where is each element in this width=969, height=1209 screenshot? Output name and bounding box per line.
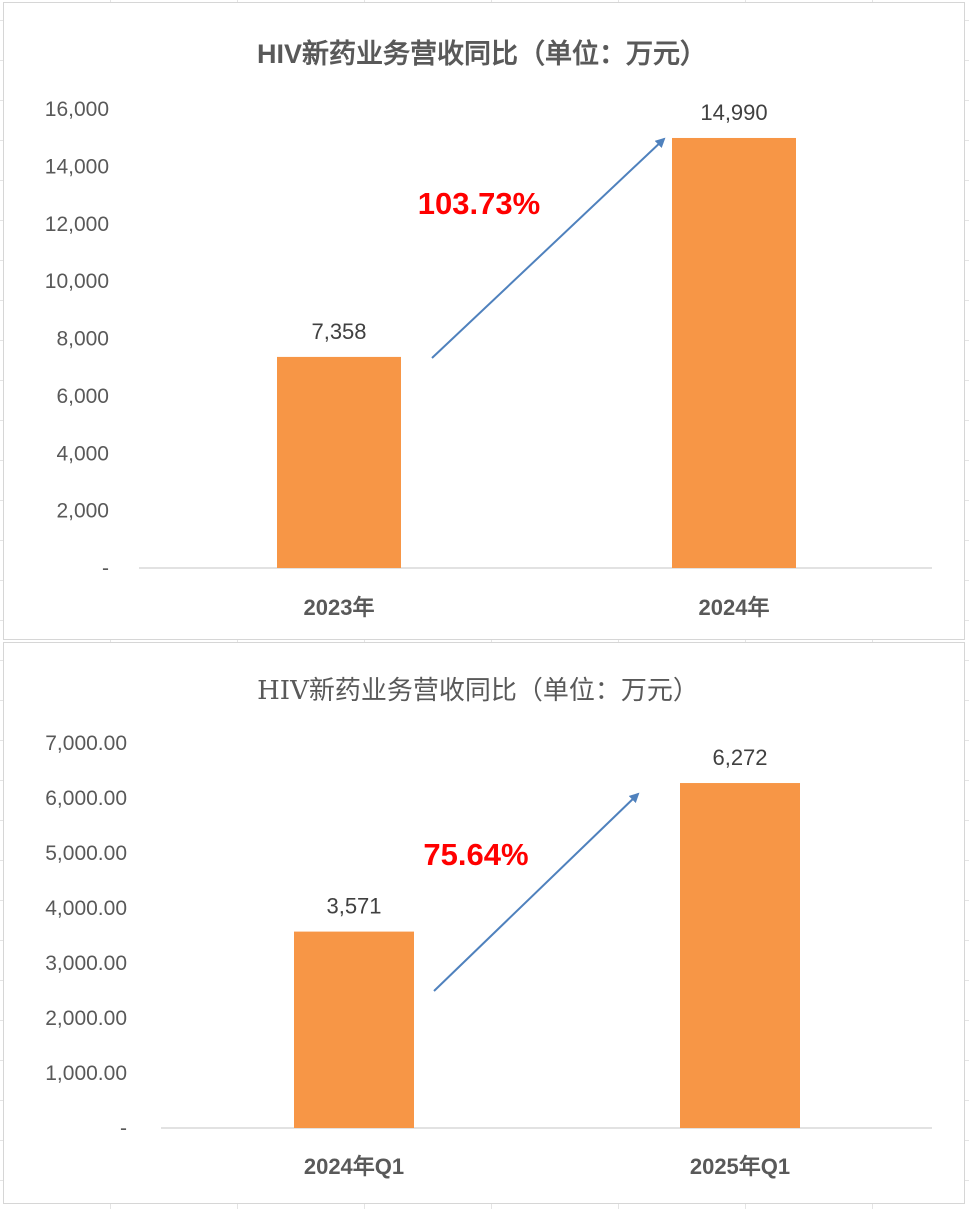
y-tick-label: 6,000.00	[45, 787, 127, 810]
bar-2	[672, 137, 796, 569]
y-tick-label: 12,000	[45, 213, 109, 236]
growth-arrow	[433, 792, 640, 992]
data-label: 7,358	[311, 319, 366, 344]
chart-panel-annual: HIV新药业务营收同比（单位：万元） - 2,000 4,000 6,000 8,000…	[3, 2, 965, 640]
y-tick-label: 6,000	[56, 385, 109, 408]
y-tick-label: -	[120, 1117, 127, 1140]
bar-1	[294, 931, 414, 1128]
y-tick-label: 2,000.00	[45, 1007, 127, 1030]
y-tick-label: 8,000	[56, 328, 109, 351]
category-label: 2023年	[304, 595, 375, 620]
quarterly-revenue-bar-chart: HIV新药业务营收同比（单位：万元） - 1,000.00 2,000.00 3,00…	[45, 676, 932, 1179]
y-tick-label: 10,000	[45, 270, 109, 293]
y-tick-label: 2,000	[56, 500, 109, 523]
y-tick-label: -	[102, 557, 109, 580]
data-label: 14,990	[700, 100, 767, 125]
y-tick-label: 4,000	[56, 442, 109, 465]
y-tick-label: 14,000	[45, 155, 109, 178]
y-tick-label: 3,000.00	[45, 952, 127, 975]
y-tick-label: 16,000	[45, 98, 109, 121]
bar-1	[277, 356, 401, 568]
growth-arrow	[431, 137, 666, 359]
y-tick-label: 5,000.00	[45, 842, 127, 865]
category-label: 2025年Q1	[690, 1154, 790, 1179]
annual-revenue-bar-chart: HIV新药业务营收同比（单位：万元） - 2,000 4,000 6,000 8,000…	[45, 38, 932, 620]
chart-panel-quarterly: HIV新药业务营收同比（单位：万元） - 1,000.00 2,000.00 3,00…	[3, 642, 965, 1204]
growth-rate-label: 103.73%	[418, 186, 540, 221]
bar-2	[680, 783, 800, 1128]
data-label: 6,272	[712, 745, 767, 770]
category-label: 2024年Q1	[304, 1154, 404, 1179]
data-label: 3,571	[326, 894, 381, 919]
y-tick-label: 7,000.00	[45, 732, 127, 755]
y-tick-label: 1,000.00	[45, 1062, 127, 1085]
growth-rate-label: 75.64%	[423, 837, 528, 872]
chart-title: HIV新药业务营收同比（单位：万元）	[257, 38, 707, 69]
y-tick-label: 4,000.00	[45, 897, 127, 920]
category-label: 2024年	[699, 595, 770, 620]
chart-title: HIV新药业务营收同比（单位：万元）	[257, 676, 699, 706]
